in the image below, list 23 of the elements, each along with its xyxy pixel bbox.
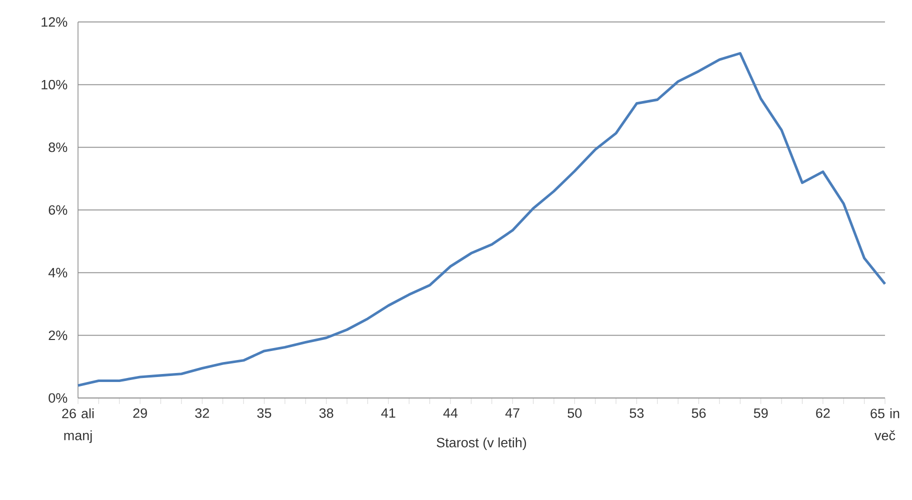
y-tick-label: 6% [48, 205, 68, 215]
y-tick-label: 2% [48, 330, 68, 340]
y-tick-label: 10% [42, 80, 68, 90]
y-tick-label: 0% [48, 393, 68, 403]
x-tick-label: 62 [816, 408, 830, 418]
x-tick-label: 65 in več [870, 408, 900, 440]
x-tick-label: 35 [257, 408, 272, 418]
x-tick-label: 32 [195, 408, 209, 418]
x-tick-label: 47 [505, 408, 520, 418]
x-tick-label: 44 [443, 408, 458, 418]
x-tick-label: 59 [754, 408, 768, 418]
x-tick-label: 26 ali manj [62, 408, 94, 443]
x-tick-label: 56 [692, 408, 706, 418]
y-tick-label: 12% [42, 17, 68, 27]
y-tick-label: 8% [48, 142, 68, 152]
x-tick-label: 53 [630, 408, 644, 418]
x-tick-label: 29 [133, 408, 147, 418]
x-tick-label: 50 [568, 408, 582, 418]
line-series [76, 52, 886, 387]
x-axis-title: Starost (v letih) [436, 437, 526, 450]
x-tick-label: 41 [381, 408, 396, 418]
x-tick-label: 38 [319, 408, 334, 418]
y-tick-label: 4% [48, 268, 68, 278]
